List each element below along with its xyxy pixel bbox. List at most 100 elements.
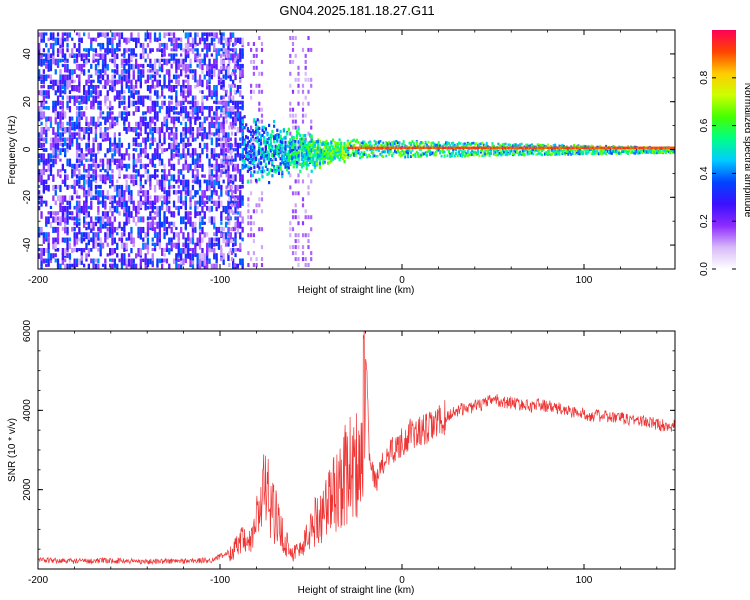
heatmap-cell [258,83,261,88]
heatmap-cell [541,153,543,157]
heatmap-cell [125,48,128,53]
heatmap-cell [189,42,192,47]
heatmap-cell [229,137,232,141]
heatmap-cell [109,48,112,54]
heatmap-cell [42,153,45,161]
heatmap-cell [87,184,90,192]
heatmap-cell [287,156,290,160]
heatmap-cell [318,163,321,167]
heatmap-cell [564,148,567,151]
heatmap-cell [506,149,509,153]
heatmap-cell [97,142,100,151]
heatmap-cell [182,148,185,154]
heatmap-cell [621,150,624,154]
heatmap-cell [210,216,213,223]
heatmap-cell [234,269,236,273]
heatmap-cell [153,58,157,66]
heatmap-cell [161,58,164,62]
heatmap-cell [580,146,583,149]
heatmap-cell [75,85,79,92]
heatmap-cell [106,211,109,217]
heatmap-cell [520,151,523,155]
heatmap-cell [597,146,600,149]
heatmap-cell [542,143,545,147]
heatmap-cell [236,153,239,158]
heatmap-cell [411,146,414,149]
heatmap-cell [215,127,218,134]
heatmap-cell [165,127,169,133]
heatmap-cell [327,156,330,160]
heatmap-cell [71,248,74,254]
heatmap-cell [427,140,430,144]
heatmap-cell [66,232,69,236]
heatmap-cell [168,205,171,214]
heatmap-cell [137,232,140,239]
heatmap-cell [498,148,501,151]
heatmap-cell [194,116,197,123]
heatmap-cell [83,95,86,103]
heatmap-cell [292,141,295,145]
heatmap-cell [201,121,204,130]
heatmap-cell [236,116,239,122]
heatmap-cell [139,200,142,208]
heatmap-cell [170,116,173,124]
heatmap-cell [75,179,79,186]
heatmap-cell [478,146,481,149]
heatmap-cell [101,195,105,203]
heatmap-cell [175,106,178,110]
heatmap-cell [289,221,292,226]
heatmap-cell [333,151,336,155]
heatmap-cell [47,211,50,215]
heatmap-cell [83,53,86,58]
heatmap-cell [75,216,79,225]
heatmap-cell [184,53,187,60]
heatmap-cell [322,148,325,153]
heatmap-cell [552,145,555,148]
heatmap-cell [241,53,244,59]
heatmap-cell [111,121,114,129]
heatmap-cell [83,211,86,216]
heatmap-cell [596,148,599,151]
heatmap-cell [213,237,216,242]
heatmap-cell [236,169,239,174]
heatmap-cell [228,227,231,232]
heatmap-cell [215,174,218,182]
heatmap-cell [92,37,95,42]
heatmap-cell [461,155,463,158]
heatmap-cell [230,155,234,160]
heatmap-cell [297,257,300,262]
heatmap-cell [125,258,128,265]
heatmap-cell [66,79,69,88]
heatmap-cell [233,65,236,70]
heatmap-cell [605,152,608,156]
heatmap-cell [142,242,145,250]
heatmap-cell [220,233,223,238]
heatmap-cell [291,227,295,232]
heatmap-cell [289,162,292,166]
heatmap-cell [90,174,93,179]
heatmap-cell [196,242,199,247]
heatmap-cell [94,158,98,164]
heatmap-cell [201,195,204,203]
heatmap-cell [49,221,53,229]
heatmap-cell [261,168,264,172]
heatmap-cell [132,69,135,76]
heatmap-cell [341,146,344,150]
heatmap-cell [578,152,581,156]
heatmap-cell [203,58,206,66]
heatmap-cell [530,151,533,155]
heatmap-cell [395,140,398,143]
heatmap-cell [135,148,138,152]
heatmap-cell [189,106,192,110]
heatmap-cell [605,148,608,151]
heatmap-cell [111,179,114,187]
heatmap-cell [264,142,267,146]
heatmap-cell [302,162,305,166]
heatmap-cell [151,158,154,167]
heatmap-cell [608,151,610,155]
heatmap-cell [99,221,102,228]
heatmap-cell [198,258,202,267]
heatmap-cell [118,132,121,137]
heatmap-cell [201,63,204,70]
heatmap-cell [59,90,62,97]
